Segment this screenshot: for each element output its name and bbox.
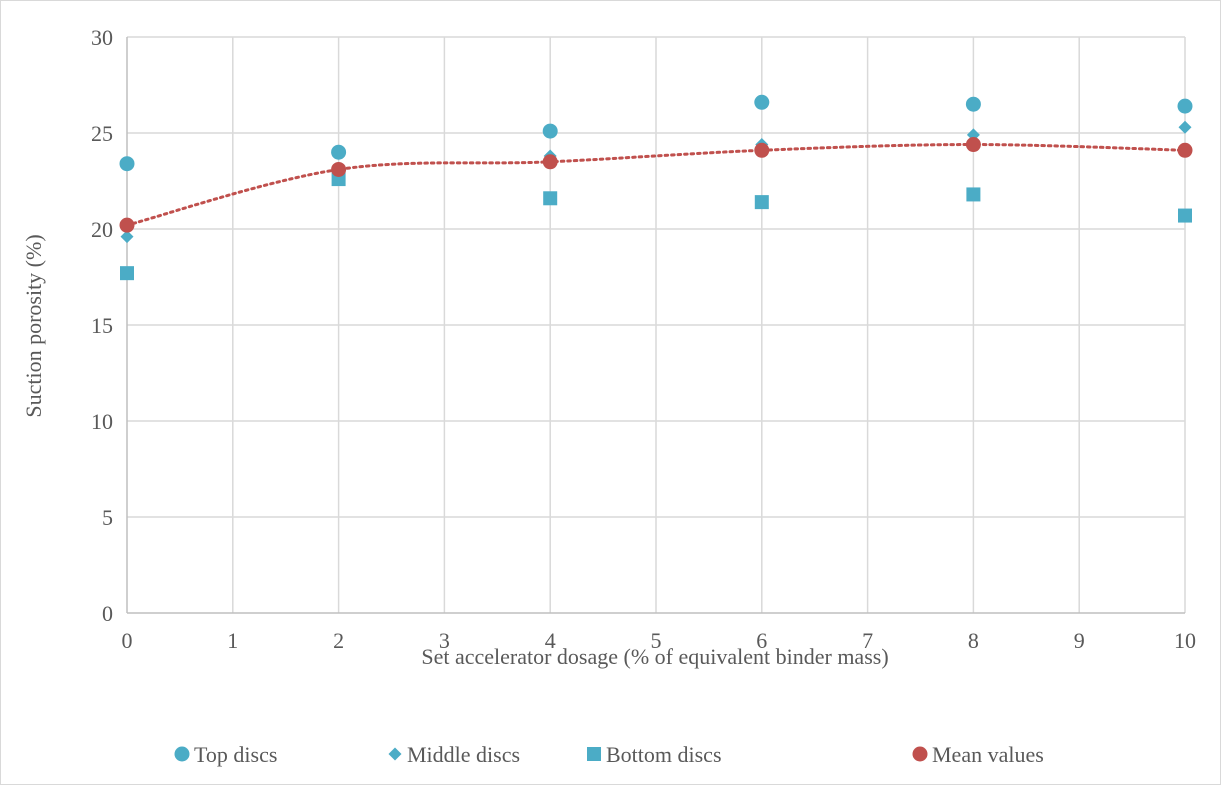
legend-marker-middle-discs <box>388 747 402 761</box>
x-tick-label: 2 <box>333 628 344 653</box>
top-discs-point <box>965 96 981 112</box>
top-discs-point <box>119 156 135 172</box>
x-tick-label: 9 <box>1074 628 1085 653</box>
x-tick-label: 3 <box>439 628 450 653</box>
y-tick-label: 20 <box>91 217 113 242</box>
legend-item-mean-values: Mean values <box>912 742 1044 767</box>
x-tick-label: 4 <box>545 628 556 653</box>
bottom-discs-point <box>543 191 558 206</box>
x-axis-title: Set accelerator dosage (% of equivalent … <box>421 644 888 669</box>
y-tick-label: 15 <box>91 313 113 338</box>
bottom-discs-point <box>120 266 134 281</box>
axes: 0 1 2 3 4 5 6 7 8 9 10 0 5 10 15 20 25 30 <box>91 25 1196 653</box>
mean-values-point <box>1177 142 1193 158</box>
top-discs-point <box>1177 98 1193 114</box>
legend-label-middle-discs: Middle discs <box>407 742 520 767</box>
middle-discs-point <box>120 230 134 244</box>
legend-label-mean-values: Mean values <box>932 742 1044 767</box>
x-tick-label: 8 <box>968 628 979 653</box>
y-tick-label: 10 <box>91 409 113 434</box>
legend: Top discs Middle discs Bottom discs Mean va… <box>174 742 1044 767</box>
y-tick-label: 30 <box>91 25 113 50</box>
bottom-discs-point <box>966 187 981 202</box>
mean-values-point <box>331 161 347 177</box>
middle-discs-point <box>1178 120 1192 134</box>
bottom-discs-point <box>1178 208 1192 223</box>
top-discs-point <box>331 144 347 160</box>
legend-marker-top-discs <box>174 746 190 762</box>
y-axis-title: Suction porosity (%) <box>21 234 46 417</box>
x-tick-label: 6 <box>756 628 767 653</box>
mean-values-point <box>965 137 981 153</box>
mean-values-point <box>542 154 558 170</box>
top-discs-point <box>542 123 558 139</box>
x-tick-label: 5 <box>651 628 662 653</box>
x-tick-label: 7 <box>862 628 873 653</box>
legend-item-bottom-discs: Bottom discs <box>587 742 722 767</box>
y-tick-label: 25 <box>91 121 113 146</box>
legend-marker-bottom-discs <box>587 747 601 761</box>
legend-item-middle-discs: Middle discs <box>388 742 520 767</box>
legend-item-top-discs: Top discs <box>174 742 277 767</box>
mean-values-point <box>754 142 770 158</box>
y-tick-label: 5 <box>102 505 113 530</box>
bottom-discs-point <box>754 195 769 210</box>
legend-label-bottom-discs: Bottom discs <box>606 742 722 767</box>
x-tick-label: 1 <box>227 628 238 653</box>
y-tick-label: 0 <box>102 601 113 626</box>
x-tick-label: 0 <box>122 628 133 653</box>
trendlines <box>125 143 1187 227</box>
legend-marker-mean-values <box>912 746 928 762</box>
top-discs-point <box>754 94 770 110</box>
mean-trendline <box>125 143 1187 227</box>
mean-values-point <box>119 217 135 233</box>
legend-label-top-discs: Top discs <box>194 742 277 767</box>
x-tick-label: 10 <box>1174 628 1196 653</box>
data-markers <box>119 94 1193 281</box>
